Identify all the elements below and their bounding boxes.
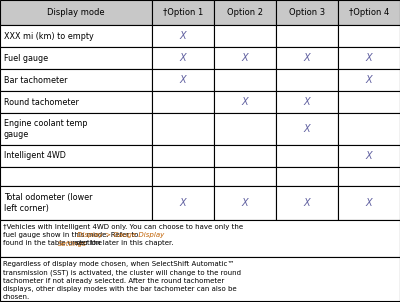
Text: X: X bbox=[304, 124, 310, 134]
Text: X: X bbox=[242, 198, 248, 208]
Text: Intelligent 4WD: Intelligent 4WD bbox=[4, 151, 66, 160]
Bar bbox=[338, 69, 400, 91]
Text: Engine coolant temp
gauge: Engine coolant temp gauge bbox=[4, 119, 88, 139]
Bar bbox=[338, 47, 400, 69]
Bar bbox=[338, 145, 400, 167]
Text: Settings: Settings bbox=[58, 240, 87, 246]
Bar bbox=[214, 47, 276, 69]
Text: X: X bbox=[366, 151, 372, 161]
Bar bbox=[214, 25, 276, 47]
Text: Bar tachometer: Bar tachometer bbox=[4, 76, 68, 85]
Bar bbox=[214, 167, 276, 186]
Text: X: X bbox=[366, 198, 372, 208]
Text: Total odometer (lower
left corner): Total odometer (lower left corner) bbox=[4, 194, 92, 213]
Bar bbox=[276, 167, 338, 186]
Text: X: X bbox=[304, 53, 310, 63]
Text: X: X bbox=[242, 97, 248, 107]
Bar bbox=[0, 220, 400, 257]
Bar bbox=[214, 113, 276, 145]
Text: XXX mi (km) to empty: XXX mi (km) to empty bbox=[4, 32, 94, 41]
Bar bbox=[0, 113, 152, 145]
Bar bbox=[276, 25, 338, 47]
Text: chosen.: chosen. bbox=[3, 294, 30, 300]
Text: X: X bbox=[304, 198, 310, 208]
Bar bbox=[152, 113, 214, 145]
Bar bbox=[214, 69, 276, 91]
Bar bbox=[338, 167, 400, 186]
Text: Display > Gauge Display: Display > Gauge Display bbox=[77, 232, 164, 238]
Text: †Vehicles with Intelligent 4WD only. You can choose to have only the: †Vehicles with Intelligent 4WD only. You… bbox=[3, 223, 243, 230]
Text: tachometer if not already selected. After the round tachometer: tachometer if not already selected. Afte… bbox=[3, 278, 224, 284]
Text: Option 3: Option 3 bbox=[289, 8, 325, 17]
Bar bbox=[276, 47, 338, 69]
Bar bbox=[0, 69, 152, 91]
Bar bbox=[0, 25, 152, 47]
Bar bbox=[214, 0, 276, 25]
Bar bbox=[338, 0, 400, 25]
Bar bbox=[0, 186, 152, 220]
Text: X: X bbox=[180, 75, 186, 85]
Bar bbox=[276, 91, 338, 113]
Bar bbox=[338, 91, 400, 113]
Bar bbox=[0, 167, 152, 186]
Text: X: X bbox=[180, 31, 186, 41]
Text: displays, other display modes with the bar tachometer can also be: displays, other display modes with the b… bbox=[3, 286, 236, 292]
Text: X: X bbox=[180, 53, 186, 63]
Text: transmission (SST) is activated, the cluster will change to the round: transmission (SST) is activated, the clu… bbox=[3, 269, 241, 276]
Bar bbox=[152, 0, 214, 25]
Bar bbox=[152, 91, 214, 113]
Text: X: X bbox=[242, 53, 248, 63]
Text: Regardless of display mode chosen, when SelectShift Automatic™: Regardless of display mode chosen, when … bbox=[3, 261, 234, 267]
Bar bbox=[0, 257, 400, 301]
Bar bbox=[152, 69, 214, 91]
Text: Display mode: Display mode bbox=[47, 8, 105, 17]
Text: †Option 1: †Option 1 bbox=[163, 8, 203, 17]
Bar bbox=[276, 69, 338, 91]
Text: X: X bbox=[180, 198, 186, 208]
Bar bbox=[276, 0, 338, 25]
Bar bbox=[0, 145, 152, 167]
Bar bbox=[152, 186, 214, 220]
Text: X: X bbox=[304, 97, 310, 107]
Bar bbox=[0, 0, 152, 25]
Bar bbox=[0, 47, 152, 69]
Text: section later in this chapter.: section later in this chapter. bbox=[73, 240, 174, 246]
Text: Fuel gauge: Fuel gauge bbox=[4, 54, 48, 63]
Text: X: X bbox=[366, 53, 372, 63]
Bar bbox=[214, 91, 276, 113]
Text: found in the table under the: found in the table under the bbox=[3, 240, 104, 246]
Bar bbox=[0, 91, 152, 113]
Bar bbox=[276, 113, 338, 145]
Bar bbox=[152, 145, 214, 167]
Bar bbox=[338, 25, 400, 47]
Text: X: X bbox=[366, 75, 372, 85]
Bar bbox=[152, 25, 214, 47]
Bar bbox=[214, 186, 276, 220]
Text: Round tachometer: Round tachometer bbox=[4, 98, 79, 107]
Text: †Option 4: †Option 4 bbox=[349, 8, 389, 17]
Bar bbox=[152, 47, 214, 69]
Text: fuel gauge show in this mode. Refer to: fuel gauge show in this mode. Refer to bbox=[3, 232, 140, 238]
Text: Option 2: Option 2 bbox=[227, 8, 263, 17]
Bar bbox=[338, 113, 400, 145]
Bar bbox=[214, 145, 276, 167]
Bar bbox=[152, 167, 214, 186]
Bar bbox=[338, 186, 400, 220]
Bar bbox=[276, 145, 338, 167]
Bar bbox=[276, 186, 338, 220]
